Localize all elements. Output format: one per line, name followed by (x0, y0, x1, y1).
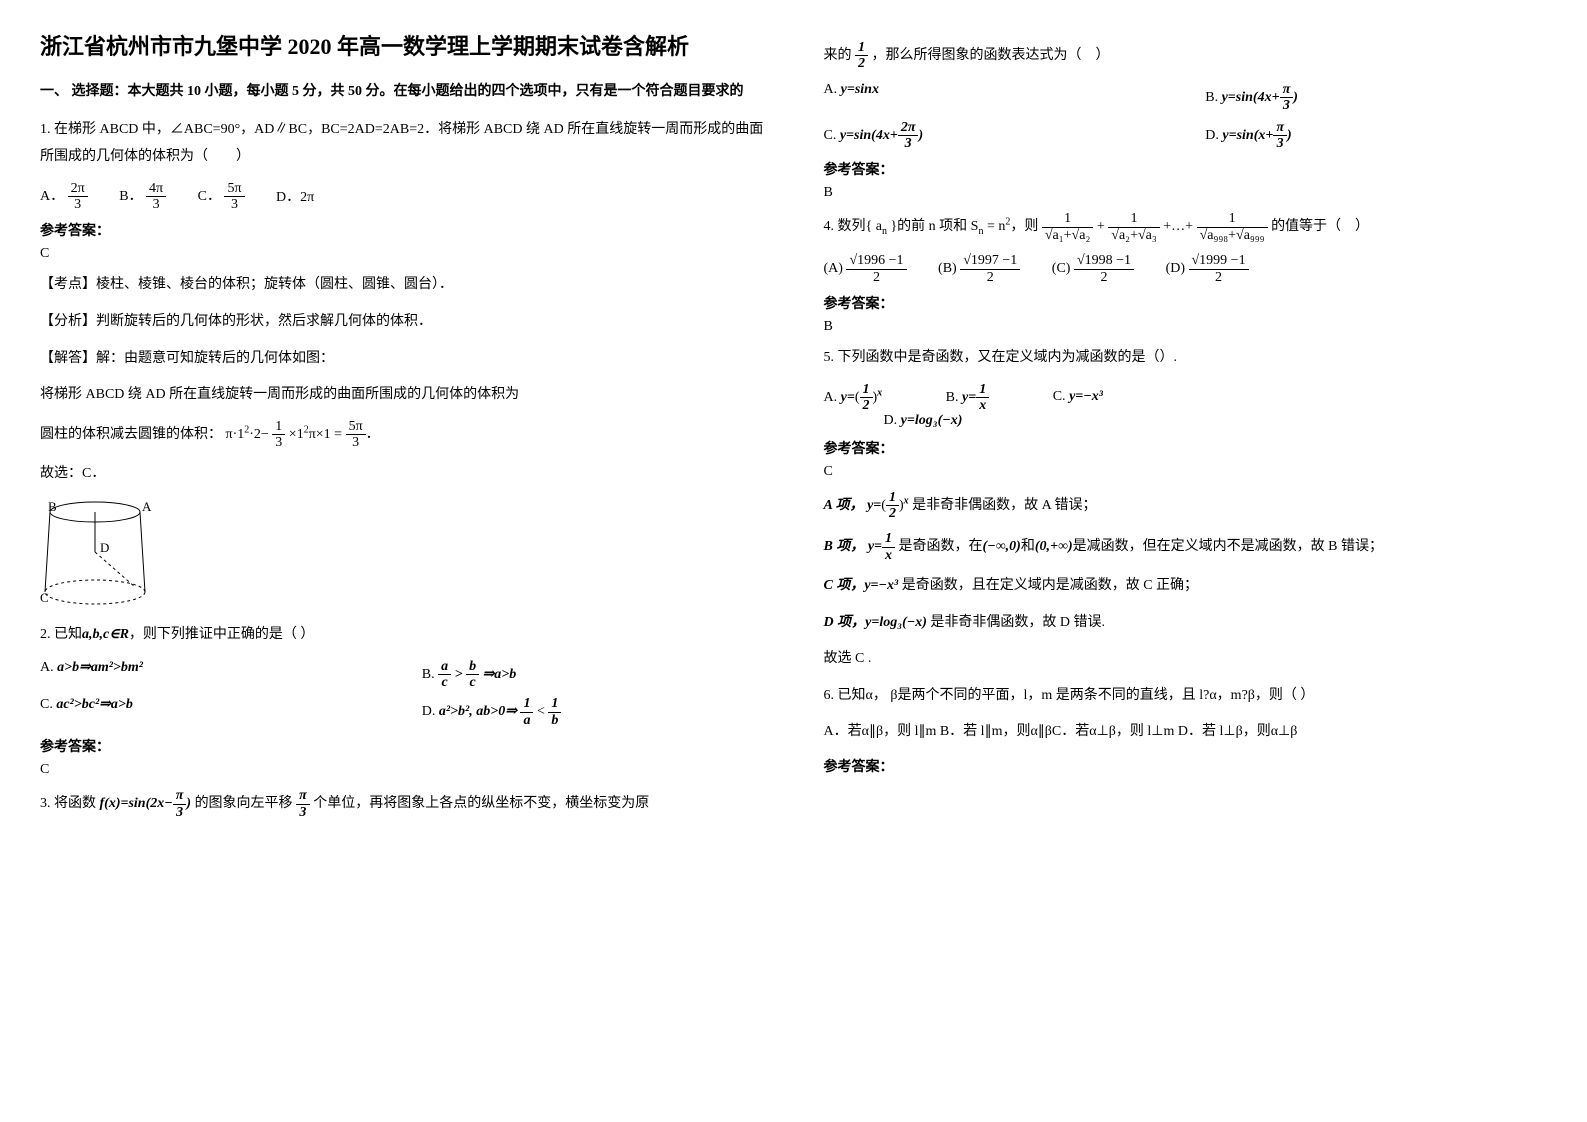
answer-label: 参考答案： (824, 159, 1548, 179)
q2-options-row2: C. ac²>bc²⇒a>b D. a²>b², ab>0⇒ 1a < 1b (40, 696, 764, 728)
question-3-part2: 来的 12 ，那么所得图象的函数表达式为（ ） (824, 40, 1548, 72)
q1-exp6: 故选：C． (40, 461, 764, 488)
section-1-instructions: 一、 选择题：本大题共 10 小题，每小题 5 分，共 50 分。在每小题给出的… (40, 81, 764, 103)
q1-exp4: 将梯形 ABCD 绕 AD 所在直线旋转一周而形成的曲面所围成的几何体的体积为 (40, 382, 764, 409)
q2-opt-d: D. a²>b², ab>0⇒ 1a < 1b (422, 696, 764, 728)
q1-exp2: 【分析】判断旋转后的几何体的形状，然后求解几何体的体积． (40, 309, 764, 336)
q1-opt-d: D．2π (276, 186, 314, 206)
answer-label: 参考答案： (40, 736, 764, 756)
q5-options: A. y=(12)x B. y=1x C. y=−x³ D. y=log₃(−x… (824, 382, 1548, 430)
q5-answer: C (824, 464, 1548, 480)
q1-exp5: 圆柱的体积减去圆锥的体积： π·12·2− 13 ×12π×1 = 5π3． (40, 419, 764, 451)
left-column: 浙江省杭州市市九堡中学 2020 年高一数学理上学期期末试卷含解析 一、 选择题… (40, 30, 764, 830)
q1-opt-a: A． 2π3 (40, 181, 88, 213)
q4-options: (A) √1996 −12 (B) √1997 −12 (C) √1998 −1… (824, 253, 1548, 285)
right-column: 来的 12 ，那么所得图象的函数表达式为（ ） A. y=sinx B. y=s… (824, 30, 1548, 830)
q4-opt-b: (B) √1997 −12 (938, 253, 1020, 285)
question-6: 6. 已知α， β是两个不同的平面，l，m 是两条不同的直线，且 l?α，m?β… (824, 683, 1548, 710)
q4-opt-a: (A) √1996 −12 (824, 253, 907, 285)
answer-label: 参考答案： (824, 756, 1548, 776)
q3-options-row2: C. y=sin(4x+2π3) D. y=sin(x+π3) (824, 120, 1548, 152)
diag-label-b: B (48, 499, 57, 514)
q1-opt-b: B． 4π3 (119, 181, 166, 213)
q5-exp-a: A 项， y=(12)x 是非奇非偶函数，故 A 错误； (824, 490, 1548, 522)
q1-answer: C (40, 246, 764, 262)
q1-diagram: B A D C (40, 497, 764, 612)
q5-conclusion: 故选 C . (824, 646, 1548, 673)
q5-opt-d: D. y=log₃(−x) (884, 413, 963, 429)
question-5: 5. 下列函数中是奇函数，又在定义域内为减函数的是（）. (824, 345, 1548, 372)
answer-label: 参考答案： (824, 293, 1548, 313)
answer-label: 参考答案： (824, 438, 1548, 458)
q4-opt-c: (C) √1998 −12 (1052, 253, 1134, 285)
q1-exp3: 【解答】解：由题意可知旋转后的几何体如图： (40, 346, 764, 373)
q3-answer: B (824, 185, 1548, 201)
q4-answer: B (824, 319, 1548, 335)
q2-options-row1: A. a>b⇒am²>bm² B. ac > bc ⇒a>b (40, 659, 764, 691)
q1-opt-c: C． 5π3 (198, 181, 245, 213)
question-3-part1: 3. 将函数 f(x)=sin(2x−π3) 的图象向左平移 π3 个单位，再将… (40, 788, 764, 820)
q5-opt-c: C. y=−x³ (1053, 389, 1103, 405)
q1-options: A． 2π3 B． 4π3 C． 5π3 D．2π (40, 181, 764, 213)
q4-opt-d: (D) √1999 −12 (1166, 253, 1249, 285)
q3-opt-a: y=sinx (841, 82, 879, 97)
q5-exp-d: D 项，y=log₃(−x) 是非奇非偶函数，故 D 错误. (824, 610, 1548, 637)
diag-label-c: C (40, 590, 49, 605)
question-2: 2. 已知a,b,c∈R，则下列推证中正确的是（ ） (40, 622, 764, 649)
question-1: 1. 在梯形 ABCD 中，∠ABC=90°，AD∥BC，BC=2AD=2AB=… (40, 117, 764, 170)
q5-exp-b: B 项， y=1x 是奇函数，在(−∞,0)和(0,+∞)是减函数，但在定义域内… (824, 531, 1548, 563)
q3-opt-c: C. y=sin(4x+2π3) (824, 120, 1166, 152)
q3-opt-b: B. y=sin(4x+π3) (1205, 82, 1547, 114)
q1-exp1: 【考点】棱柱、棱锥、棱台的体积；旋转体（圆柱、圆锥、圆台）． (40, 272, 764, 299)
diag-label-a: A (142, 499, 152, 514)
q2-answer: C (40, 762, 764, 778)
q2-opt-b: B. ac > bc ⇒a>b (422, 659, 764, 691)
q6-options: A．若α∥β，则 l∥m B．若 l∥m，则α∥βC．若α⊥β，则 l⊥m D．… (824, 719, 1548, 746)
q2-opt-c: ac²>bc²⇒a>b (56, 697, 133, 712)
question-4: 4. 数列{ an }的前 n 项和 Sn = n2，则 1√a₁+√a₂ + … (824, 211, 1548, 243)
q3-options-row1: A. y=sinx B. y=sin(4x+π3) (824, 82, 1548, 114)
q3-opt-d: D. y=sin(x+π3) (1205, 120, 1547, 152)
answer-label: 参考答案： (40, 220, 764, 240)
q5-exp-c: C 项，y=−x³ 是奇函数，且在定义域内是减函数，故 C 正确； (824, 573, 1548, 600)
diag-label-d: D (100, 540, 109, 555)
q5-opt-b: B. y=1x (946, 382, 990, 414)
q5-opt-a: A. y=(12)x (824, 382, 883, 414)
q2-opt-a: a>b⇒am²>bm² (57, 660, 143, 675)
doc-title: 浙江省杭州市市九堡中学 2020 年高一数学理上学期期末试卷含解析 (40, 30, 764, 63)
